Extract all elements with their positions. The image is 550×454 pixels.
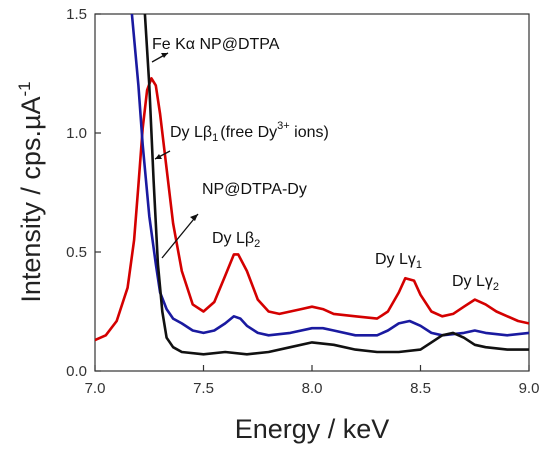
y-axis-ticks: 0.0 0.5 1.0 1.5 xyxy=(66,6,101,380)
x-tick-label: 9.0 xyxy=(519,380,540,397)
x-axis-title: Energy / keV xyxy=(235,414,390,444)
x-tick-label: 8.0 xyxy=(302,380,323,397)
y-tick-label: 0.0 xyxy=(66,363,87,380)
annotation-subscript: 2 xyxy=(493,281,499,293)
y-tick-label: 1.5 xyxy=(66,6,87,23)
x-tick-label: 7.5 xyxy=(193,380,214,397)
y-axis-title-superscript: -1 xyxy=(15,81,34,96)
svg-text:Dy Lβ2: Dy Lβ2 xyxy=(212,230,260,250)
svg-text:Fe Kα NP@DTPA: Fe Kα NP@DTPA xyxy=(152,36,280,53)
annotation-superscript: 3+ xyxy=(277,120,290,132)
annotation-subscript: 1 xyxy=(212,132,218,144)
series-line-3 xyxy=(143,14,529,356)
annotation-text: Dy Lβ xyxy=(170,124,212,141)
annotation-arrow xyxy=(161,213,199,259)
annotation-subscript: 2 xyxy=(254,238,260,250)
x-tick-label: 7.0 xyxy=(85,380,106,397)
annotation-arrowhead xyxy=(155,154,162,159)
annotation-np-dtpa-dy: NP@DTPA-Dy xyxy=(161,181,307,259)
y-axis-title-main: Intensity / cps.µA xyxy=(16,96,46,302)
annotation-arrowhead xyxy=(161,53,168,58)
annotation-dy-lgamma2: Dy Lγ2 xyxy=(452,273,499,293)
svg-text:Dy Lβ1(free Dy3+ ions): Dy Lβ1 (free Dy3+ ions) xyxy=(170,120,329,144)
series-line-2 xyxy=(130,14,529,337)
x-axis-ticks: 7.0 7.5 8.0 8.5 9.0 xyxy=(85,365,540,397)
y-tick-label: 1.0 xyxy=(66,125,87,142)
y-tick-label: 0.5 xyxy=(66,244,87,261)
annotation-text: Dy Lβ xyxy=(212,230,254,247)
annotation-text: Dy Lγ xyxy=(375,251,416,268)
y-axis-title: Intensity / cps.µA-1 xyxy=(15,81,46,302)
x-tick-label: 8.5 xyxy=(410,380,431,397)
annotation-fe-kalpha: Fe Kα NP@DTPA xyxy=(151,36,280,63)
annotation-dy-lbeta2: Dy Lβ2 xyxy=(212,230,260,250)
annotation-text: NP@DTPA-Dy xyxy=(202,181,307,198)
series-layer xyxy=(95,14,529,356)
svg-text:Dy Lγ2: Dy Lγ2 xyxy=(452,273,499,293)
annotation-text-tail: (free Dy xyxy=(220,124,277,141)
annotation-dy-lgamma1: Dy Lγ1 xyxy=(375,251,422,271)
annotation-text-suffix: ions) xyxy=(290,124,329,141)
svg-text:NP@DTPA-Dy: NP@DTPA-Dy xyxy=(202,181,307,198)
annotation-dy-lbeta1: Dy Lβ1 (free Dy3+ ions) xyxy=(154,120,329,160)
annotation-subscript: 1 xyxy=(416,259,422,271)
annotation-text: Dy Lγ xyxy=(452,273,493,290)
annotation-text: Fe Kα NP@DTPA xyxy=(152,36,280,53)
plot-frame xyxy=(94,13,530,372)
svg-text:Dy Lγ1: Dy Lγ1 xyxy=(375,251,422,271)
annotation-arrowhead xyxy=(190,214,198,221)
